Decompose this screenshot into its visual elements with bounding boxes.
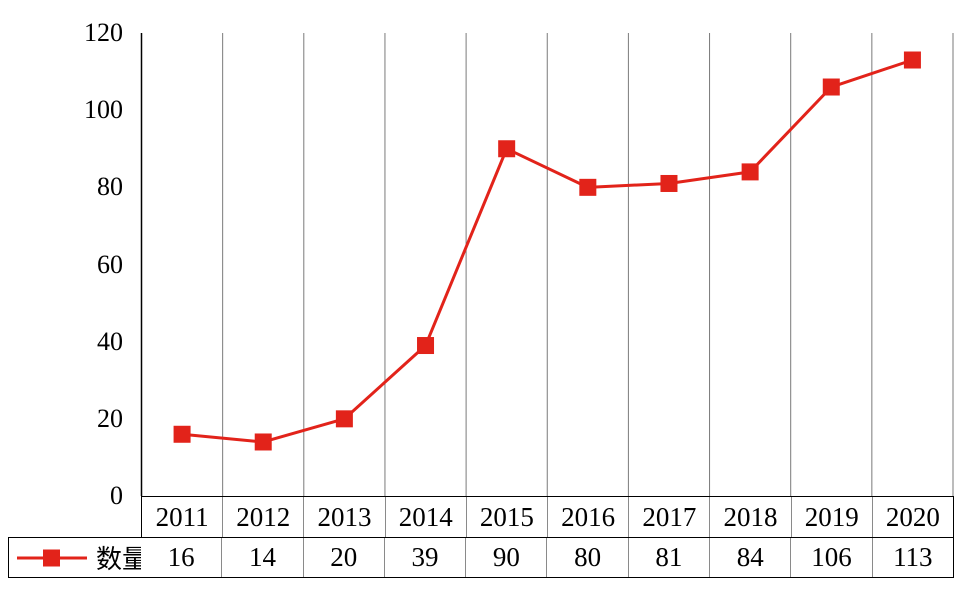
value-cell: 39	[383, 538, 465, 577]
data-point-marker	[822, 78, 840, 96]
value-cell: 16	[167, 542, 195, 572]
year-cell: 2015	[465, 497, 547, 537]
data-point-marker	[417, 337, 435, 355]
data-point-marker	[660, 174, 678, 192]
legend-label: 数量	[96, 545, 149, 574]
value-cell: 84	[709, 538, 790, 577]
y-tick-label: 100	[84, 95, 123, 125]
data-point-marker	[579, 178, 597, 196]
value-cell: 90	[465, 538, 546, 577]
data-point-marker	[254, 433, 272, 451]
data-table-value-row: 16 14 20 39 90 80 81 84 106 113	[141, 538, 954, 578]
value-cell: 80	[546, 538, 627, 577]
y-tick-label: 60	[97, 249, 123, 279]
y-tick-label: 120	[84, 18, 123, 47]
data-point-marker	[173, 425, 191, 443]
year-cell: 2016	[547, 497, 628, 537]
year-cell: 2018	[709, 497, 790, 537]
value-cell: 20	[302, 538, 384, 577]
value-cell: 106	[790, 538, 871, 577]
legend-series-marker-icon	[17, 549, 87, 566]
value-cell: 14	[221, 538, 302, 577]
value-cell: 113	[871, 538, 953, 577]
value-cell: 81	[627, 538, 709, 577]
data-point-marker	[741, 163, 759, 181]
series-line	[181, 58, 913, 444]
year-cell: 2014	[384, 497, 466, 537]
y-tick-label: 40	[97, 326, 123, 356]
year-cell: 2011	[155, 501, 209, 532]
data-table-category-row: 2011 2012 2013 2014 2015 2016 2017 2018 2019 2020	[141, 496, 954, 538]
year-cell: 2019	[790, 497, 872, 537]
data-point-marker	[335, 410, 353, 428]
y-tick-label: 0	[110, 481, 123, 510]
year-cell: 2012	[222, 497, 303, 537]
year-cell: 2020	[871, 497, 953, 537]
legend: 数量	[8, 537, 148, 578]
year-cell: 2017	[628, 497, 709, 537]
y-tick-label: 80	[97, 172, 123, 202]
year-cell: 2013	[303, 497, 384, 537]
data-point-marker	[903, 51, 921, 69]
data-point-marker	[498, 140, 516, 158]
y-tick-label: 20	[97, 403, 123, 433]
